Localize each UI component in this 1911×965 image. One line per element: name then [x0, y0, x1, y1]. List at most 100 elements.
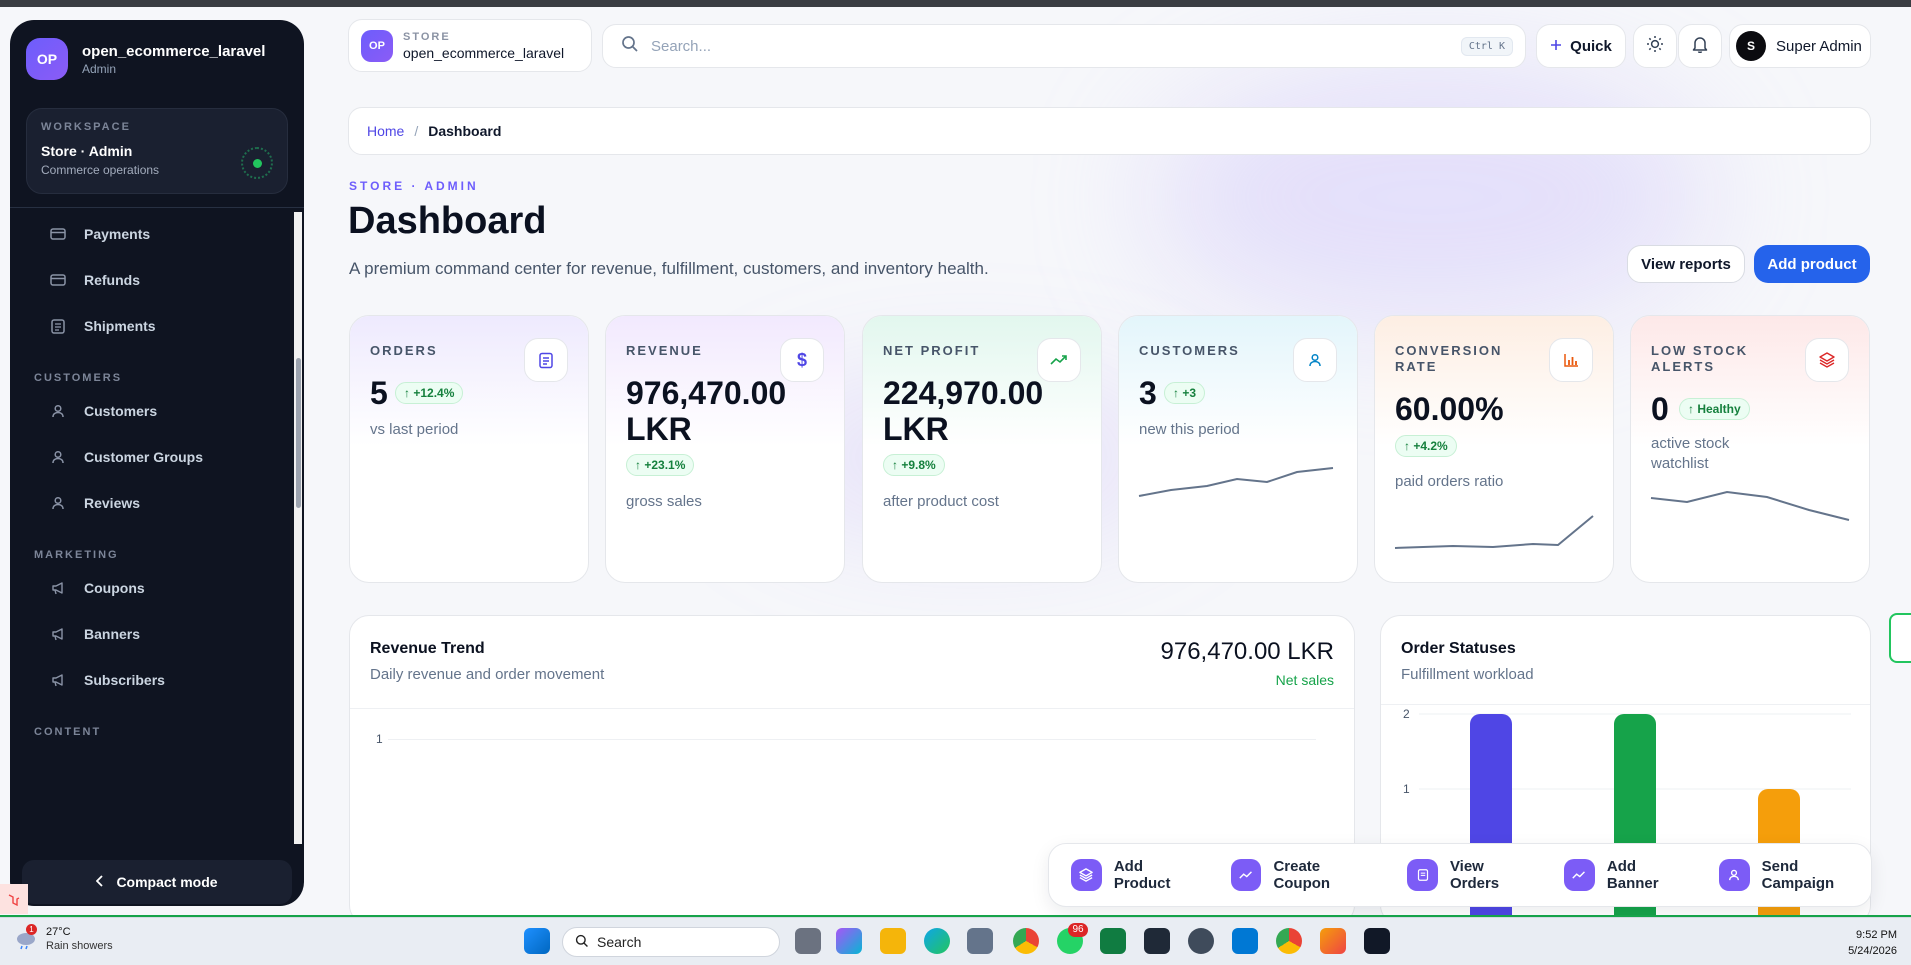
sparkline [1394, 515, 1594, 549]
clock-time: 9:52 PM [1856, 929, 1897, 941]
sun-icon [1646, 35, 1664, 58]
quick-actions-bar: Add Product Create Coupon View Orders Ad… [1048, 843, 1872, 907]
file-explorer-icon[interactable] [880, 928, 906, 954]
windows-start-icon[interactable] [524, 928, 550, 954]
quick-create-coupon-button[interactable]: Create Coupon [1230, 858, 1378, 892]
app-logo: OP [26, 38, 68, 80]
user-icon [50, 450, 66, 464]
quick-action-label: Add Banner [1606, 858, 1659, 892]
stat-value: 0 [1651, 391, 1669, 427]
breadcrumb-home-link[interactable]: Home [367, 123, 405, 139]
store-app-icon[interactable] [967, 928, 993, 954]
search-input[interactable]: Search... Ctrl K [602, 24, 1526, 68]
document-icon [1407, 859, 1438, 891]
revenue-total-caption: Net sales [1275, 672, 1334, 688]
stat-card-customers[interactable]: CUSTOMERS 3 ↑ +3 new this period [1118, 315, 1358, 583]
user-menu-button[interactable]: S Super Admin [1729, 24, 1871, 68]
trend-up-icon [1230, 859, 1262, 891]
app-icon[interactable] [1320, 928, 1346, 954]
sidebar-scrollbar[interactable] [294, 212, 302, 844]
store-switcher[interactable]: OP STORE open_ecommerce_laravel [348, 19, 592, 72]
weather-widget[interactable]: 1 27°C Rain showers [14, 924, 113, 952]
stat-status-badge: ↑ Healthy [1679, 398, 1750, 420]
stat-label-line: RATE [1395, 359, 1438, 374]
plus-icon [1550, 38, 1562, 55]
app-window: OP open_ecommerce_laravel Admin WORKSPAC… [0, 7, 1911, 917]
search-shortcut: Ctrl K [1460, 36, 1513, 56]
breadcrumb: Home / Dashboard [348, 107, 1871, 155]
sidebar-brand[interactable]: OP open_ecommerce_laravel Admin [26, 38, 265, 80]
stat-value: 224,970.00 [883, 375, 1044, 411]
theme-toggle-button[interactable] [1633, 24, 1677, 68]
sidebar-item-coupons[interactable]: Coupons [34, 566, 280, 610]
divider [350, 708, 1354, 709]
stat-delta-badge: ↑ +12.4% [395, 382, 464, 404]
chrome-profile-icon[interactable] [1276, 928, 1302, 954]
store-logo: OP [361, 29, 393, 62]
sidebar-item-customers[interactable]: Customers [34, 389, 280, 433]
compact-mode-button[interactable]: Compact mode [22, 860, 292, 904]
breadcrumb-separator: / [414, 123, 419, 139]
vscode-icon[interactable] [1232, 928, 1258, 954]
stat-label: LOW STOCK ALERTS [1651, 343, 1791, 375]
sidebar-item-label: Shipments [84, 318, 156, 334]
app-icon[interactable] [1188, 928, 1214, 954]
terminal-icon[interactable] [1144, 928, 1170, 954]
stat-card-net-profit[interactable]: NET PROFIT 224,970.00 LKR ↑ +9.8% after … [862, 315, 1102, 583]
temperature: 27°C [46, 926, 71, 938]
system-clock[interactable]: 9:52 PM 5/24/2026 [1848, 927, 1897, 959]
layers-icon [1071, 859, 1102, 891]
bar-chart-icon [1549, 338, 1593, 382]
search-placeholder: Search... [651, 37, 712, 55]
app-icon[interactable] [1364, 928, 1390, 954]
chrome-browser-icon[interactable] [1013, 928, 1039, 954]
quick-add-product-button[interactable]: Add Product [1071, 858, 1201, 892]
quick-view-orders-button[interactable]: View Orders [1407, 858, 1534, 892]
stat-card-revenue[interactable]: REVENUE $ 976,470.00 LKR ↑ +23.1% gross … [605, 315, 845, 583]
whatsapp-badge: 96 [1068, 923, 1088, 937]
stat-label: REVENUE [626, 343, 703, 358]
quick-add-banner-button[interactable]: Add Banner [1564, 858, 1689, 892]
laravel-debug-icon[interactable] [0, 884, 28, 914]
trend-up-icon [1564, 859, 1595, 891]
sidebar-item-refunds[interactable]: Refunds [34, 258, 280, 302]
quick-send-campaign-button[interactable]: Send Campaign [1718, 858, 1871, 892]
stat-delta-badge: ↑ +3 [1164, 382, 1206, 404]
view-reports-button[interactable]: View reports [1627, 245, 1745, 283]
gridline [388, 739, 1316, 740]
sidebar-scroll-thumb[interactable] [296, 358, 301, 508]
cloud-rain-icon: 1 [14, 924, 38, 951]
notifications-button[interactable] [1678, 24, 1722, 68]
sidebar-item-customer-groups[interactable]: Customer Groups [34, 435, 280, 479]
user-icon [50, 496, 66, 510]
search-icon [621, 35, 639, 58]
edge-browser-icon[interactable] [924, 928, 950, 954]
stat-card-orders[interactable]: ORDERS 5 ↑ +12.4% vs last period [349, 315, 589, 583]
stat-card-low-stock-alerts[interactable]: LOW STOCK ALERTS 0 ↑ Healthy active stock… [1630, 315, 1870, 583]
bell-icon [1692, 35, 1708, 58]
stat-value: 976,470.00 [626, 375, 787, 411]
revenue-total: 976,470.00 LKR [1160, 638, 1334, 665]
sidebar-item-reviews[interactable]: Reviews [34, 481, 280, 525]
side-extension-widget[interactable] [1889, 613, 1911, 663]
stat-card-conversion-rate[interactable]: CONVERSION RATE 60.00% ↑ +4.2% paid order… [1374, 315, 1614, 583]
workspace-card[interactable]: WORKSPACE Store · Admin Commerce operati… [26, 108, 288, 194]
sidebar-item-banners[interactable]: Banners [34, 612, 280, 656]
stat-delta-badge: ↑ +4.2% [1395, 435, 1457, 457]
sidebar-item-subscribers[interactable]: Subscribers [34, 658, 280, 702]
stat-label: ORDERS [370, 343, 438, 358]
taskbar-search[interactable]: Search [562, 927, 780, 957]
quick-button[interactable]: Quick [1536, 24, 1626, 68]
excel-icon[interactable] [1100, 928, 1126, 954]
sidebar-item-shipments[interactable]: Shipments [34, 304, 280, 348]
stat-value-unit: LKR [883, 411, 949, 447]
microsoft-365-icon[interactable] [836, 928, 862, 954]
sidebar-item-payments[interactable]: Payments [34, 212, 280, 256]
add-product-button[interactable]: Add product [1754, 245, 1870, 283]
divider [1381, 704, 1870, 705]
megaphone-icon [50, 627, 66, 641]
quick-action-label: Add Product [1113, 858, 1171, 892]
sidebar-item-label: Reviews [84, 495, 141, 511]
task-view-icon[interactable] [795, 928, 821, 954]
page-description: A premium command center for revenue, fu… [349, 259, 989, 278]
